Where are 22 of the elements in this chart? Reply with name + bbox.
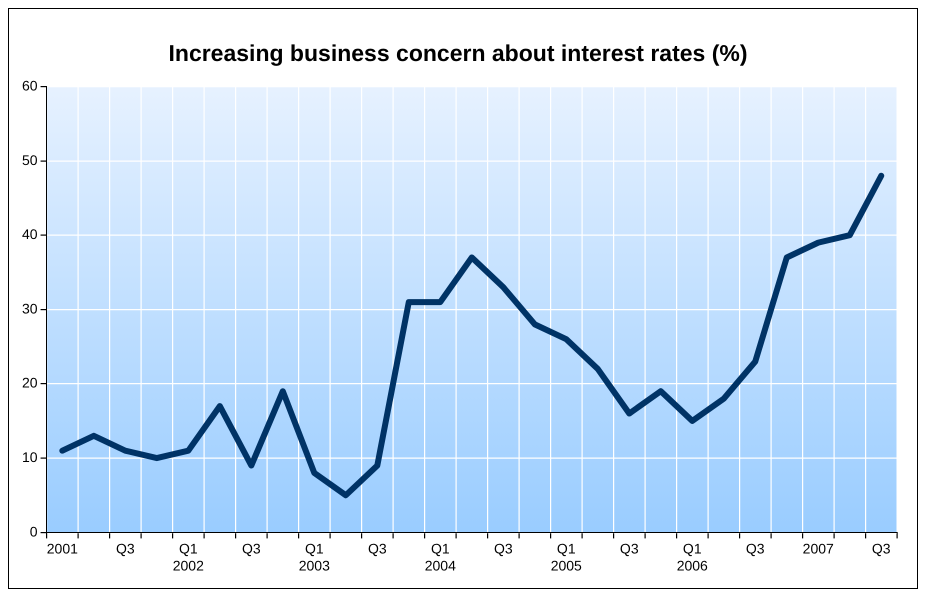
x-tick-label: 2007	[802, 540, 834, 557]
y-tick-label: 0	[30, 523, 38, 540]
y-tick-label: 50	[22, 152, 38, 168]
x-tick-label: Q1 2003	[298, 540, 330, 574]
x-tick-label: Q3	[494, 540, 513, 557]
x-tick-label: Q3	[620, 540, 639, 557]
x-tick-label: Q3	[872, 540, 891, 557]
y-tick-label: 30	[22, 300, 38, 316]
y-tick-label: 40	[22, 226, 38, 242]
x-tick-label: Q3	[746, 540, 765, 557]
y-tick-label: 20	[22, 374, 38, 391]
y-tick-label: 10	[22, 448, 38, 465]
x-tick-label: Q1 2004	[424, 540, 456, 574]
x-tick-label: Q3	[368, 540, 387, 557]
x-tick-label: Q3	[242, 540, 261, 557]
x-tick-label: Q3	[116, 540, 135, 557]
x-tick-label: 2001	[46, 540, 78, 557]
x-tick-label: Q1 2005	[550, 540, 582, 574]
chart-title: Increasing business concern about interest rates (%)	[168, 40, 748, 66]
y-tick-label: 60	[22, 77, 38, 94]
x-tick-label: Q1 2006	[676, 540, 708, 574]
x-tick-label: Q1 2002	[172, 540, 204, 574]
